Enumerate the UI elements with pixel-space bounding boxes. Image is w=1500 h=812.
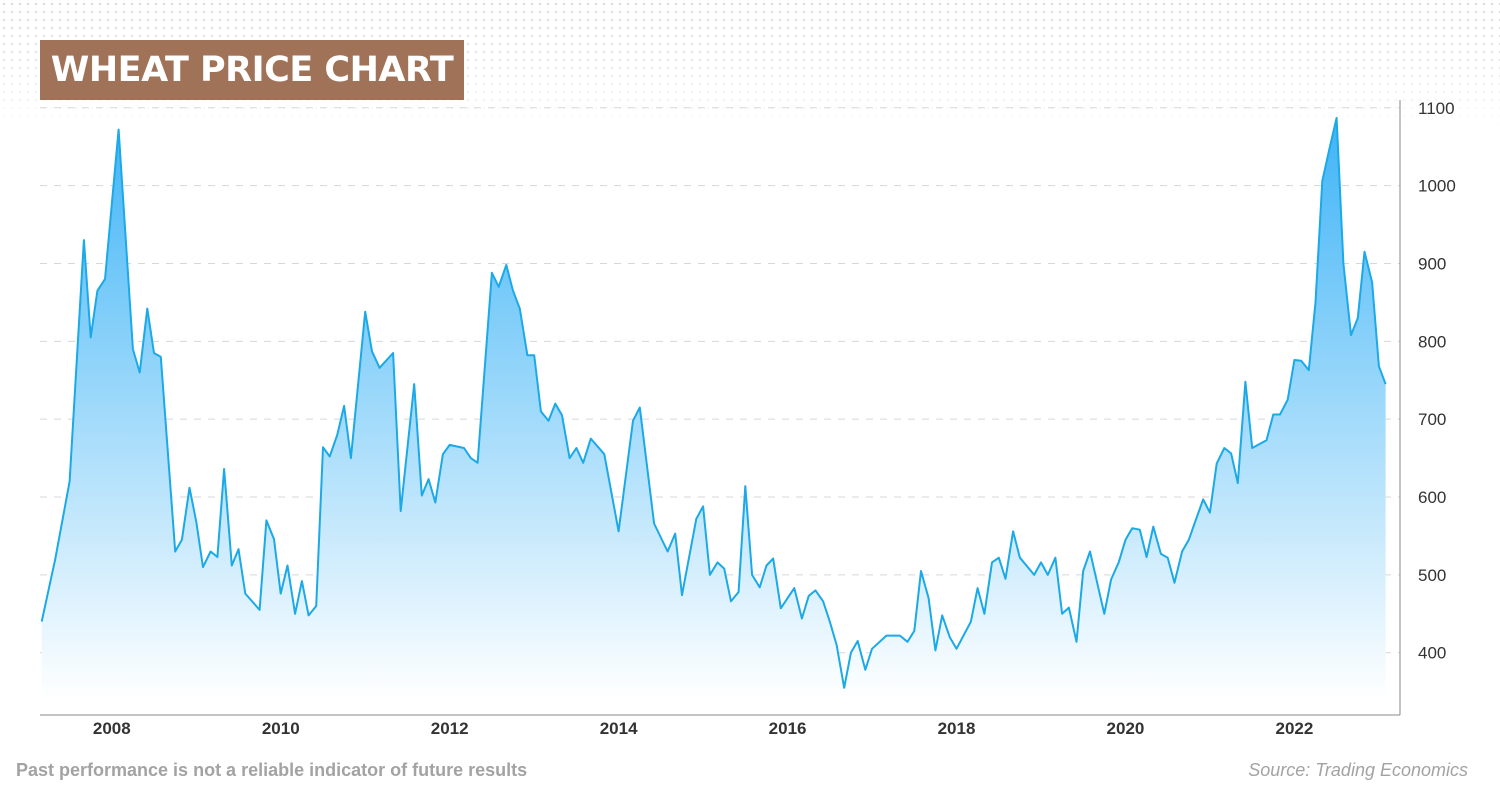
y-tick-label: 1100 (1418, 99, 1455, 118)
y-tick-label: 700 (1418, 410, 1446, 429)
y-tick-label: 800 (1418, 332, 1446, 351)
x-tick-label: 2016 (769, 719, 807, 738)
price-area-fill (41, 117, 1386, 700)
x-tick-label: 2018 (938, 719, 976, 738)
y-tick-label: 600 (1418, 488, 1446, 507)
x-tick-label: 2020 (1107, 719, 1145, 738)
x-tick-label: 2022 (1275, 719, 1313, 738)
chart-title: WHEAT PRICE CHART (40, 40, 464, 100)
source-text: Source: Trading Economics (1248, 760, 1468, 780)
x-tick-label: 2010 (262, 719, 300, 738)
y-tick-label: 1000 (1418, 177, 1456, 196)
x-tick-label: 2012 (431, 719, 469, 738)
y-tick-label: 400 (1418, 644, 1446, 663)
y-tick-label: 500 (1418, 566, 1446, 585)
x-tick-labels: 2008 2010 2012 2014 2016 2018 2020 2022 (93, 719, 1313, 738)
y-tick-labels: 400 500 600 700 800 900 1000 1100 (1418, 99, 1456, 663)
y-tick-label: 900 (1418, 254, 1446, 273)
x-tick-label: 2014 (600, 719, 638, 738)
disclaimer-text: Past performance is not a reliable indic… (16, 760, 528, 780)
x-tick-label: 2008 (93, 719, 131, 738)
price-line (40, 116, 1387, 689)
